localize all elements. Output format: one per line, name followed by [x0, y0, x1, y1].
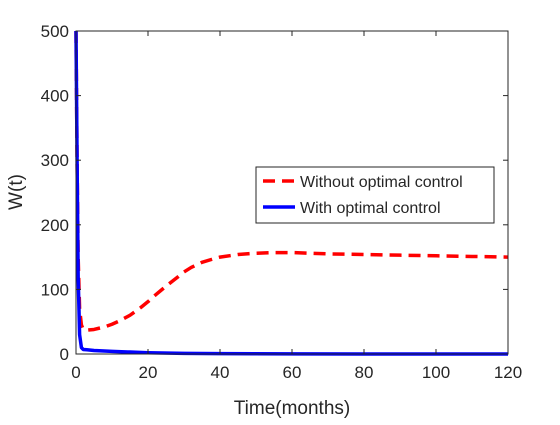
legend-label-with-control: With optimal control	[300, 200, 441, 217]
x-tick-label: 40	[211, 363, 230, 382]
legend-label-without-control: Without optimal control	[300, 174, 463, 191]
y-tick-label: 400	[41, 87, 69, 106]
x-tick-label: 80	[355, 363, 374, 382]
y-axis-label: W(t)	[6, 174, 27, 210]
y-tick-label: 300	[41, 151, 69, 170]
y-tick-label: 0	[60, 345, 69, 364]
x-tick-label: 120	[494, 363, 522, 382]
x-tick-label: 0	[71, 363, 80, 382]
axis-layer: 0 20 40 60 80 100 120 0 100 200 300 400 500	[41, 22, 523, 382]
y-tick-label: 100	[41, 280, 69, 299]
series-line-without-control	[74, 30, 509, 332]
x-tick-label: 100	[422, 363, 450, 382]
x-tick-label: 20	[139, 363, 158, 382]
y-tick-label: 200	[41, 216, 69, 235]
legend-box	[255, 166, 495, 224]
x-tick-label: 60	[283, 363, 302, 382]
legend: Without optimal control With optimal con…	[255, 166, 495, 224]
y-tick-label: 500	[41, 22, 69, 41]
x-axis-label: Time(months)	[234, 398, 350, 419]
